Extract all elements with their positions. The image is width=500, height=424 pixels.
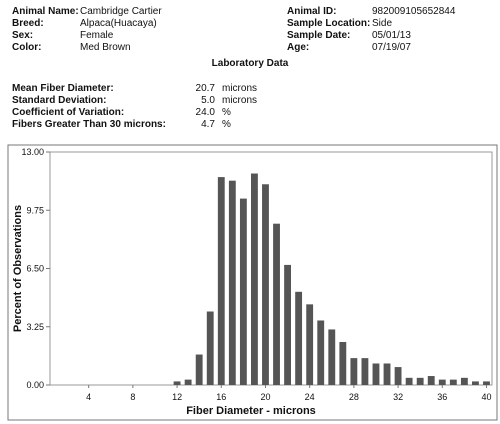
bar xyxy=(228,180,236,385)
x-tick-label: 16 xyxy=(216,392,226,402)
y-tick-label: 9.75 xyxy=(26,205,44,215)
field-value: Alpaca(Huacaya) xyxy=(80,18,157,29)
lab-unit: % xyxy=(222,107,231,118)
x-tick-label: 40 xyxy=(481,392,491,402)
y-tick-label: 13.00 xyxy=(21,147,44,157)
field-label: Sample Location: xyxy=(287,18,370,29)
x-tick-label: 4 xyxy=(86,392,91,402)
lab-label: Coefficient of Variation: xyxy=(12,107,124,118)
bar xyxy=(416,377,424,385)
lab-value: 5.0 xyxy=(201,95,215,106)
bar xyxy=(383,363,391,385)
bar xyxy=(262,184,269,385)
bar xyxy=(195,354,203,385)
field-label: Age: xyxy=(287,42,309,53)
field-label: Sample Date: xyxy=(287,30,350,41)
y-tick-label: 6.50 xyxy=(26,264,44,274)
bar xyxy=(394,367,402,385)
lab-value: 24.0 xyxy=(196,107,216,118)
lab-label: Standard Deviation: xyxy=(12,95,106,106)
field-label: Breed: xyxy=(12,18,44,29)
bar xyxy=(460,377,468,385)
field-label: Animal ID: xyxy=(287,6,336,17)
bar xyxy=(350,358,358,385)
bar xyxy=(206,311,214,385)
bar xyxy=(306,304,314,385)
bar xyxy=(483,381,490,385)
field-value: Female xyxy=(80,30,114,41)
field-value: 05/01/13 xyxy=(372,30,411,41)
x-tick-label: 20 xyxy=(260,392,270,402)
bar xyxy=(361,358,369,385)
bar xyxy=(449,379,457,385)
field-value: 982009105652844 xyxy=(372,6,456,17)
bar xyxy=(438,379,446,385)
x-tick-label: 24 xyxy=(305,392,315,402)
bar xyxy=(284,264,292,385)
bar xyxy=(372,363,380,385)
bar xyxy=(239,198,247,385)
field-label: Color: xyxy=(12,42,41,53)
bar xyxy=(217,177,225,385)
bar xyxy=(471,381,479,385)
lab-value: 20.7 xyxy=(196,83,216,94)
lab-label: Fibers Greater Than 30 microns: xyxy=(12,119,166,130)
bar xyxy=(173,381,181,385)
field-value: Side xyxy=(372,18,392,29)
y-tick-label: 0.00 xyxy=(26,380,44,390)
field-label: Sex: xyxy=(12,30,33,41)
y-tick-label: 3.25 xyxy=(26,322,44,332)
lab-unit: microns xyxy=(222,83,257,94)
bar xyxy=(295,291,303,385)
bar xyxy=(273,223,280,385)
bar xyxy=(328,329,336,385)
x-tick-label: 32 xyxy=(393,392,403,402)
chart-frame xyxy=(7,144,498,421)
y-axis-label: Percent of Observations xyxy=(12,205,24,332)
x-axis-label: Fiber Diameter - microns xyxy=(186,405,316,417)
field-label: Animal Name: xyxy=(12,6,79,17)
x-tick-label: 8 xyxy=(130,392,135,402)
lab-unit: % xyxy=(222,119,231,130)
bar xyxy=(339,341,347,385)
lab-value: 4.7 xyxy=(201,119,215,130)
x-tick-label: 36 xyxy=(437,392,447,402)
bar xyxy=(405,377,413,385)
lab-unit: microns xyxy=(222,95,257,106)
x-tick-label: 12 xyxy=(172,392,182,402)
bar xyxy=(427,376,435,385)
field-value: Med Brown xyxy=(80,42,131,53)
bar xyxy=(250,173,258,385)
bar xyxy=(317,320,325,385)
field-value: 07/19/07 xyxy=(372,42,411,53)
lab-label: Mean Fiber Diameter: xyxy=(12,83,114,94)
bar xyxy=(184,379,192,385)
field-value: Cambridge Cartier xyxy=(80,6,162,17)
section-title: Laboratory Data xyxy=(212,58,289,69)
plot-frame xyxy=(49,151,493,386)
x-tick-label: 28 xyxy=(349,392,359,402)
